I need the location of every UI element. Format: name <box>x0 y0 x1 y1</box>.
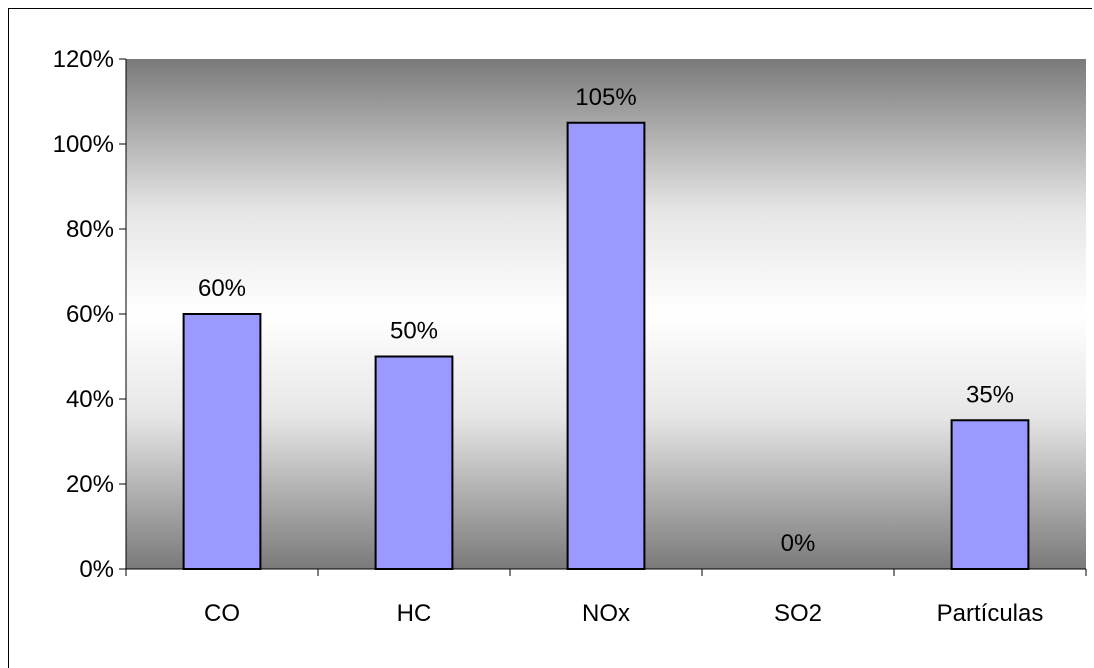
bar-co <box>182 313 262 570</box>
y-tick-label: 60% <box>66 301 114 328</box>
data-label-hc: 50% <box>390 318 438 345</box>
bars <box>182 121 1030 570</box>
y-tick-label: 0% <box>79 556 114 583</box>
data-label-partículas: 35% <box>966 381 1014 408</box>
data-label-co: 60% <box>198 275 246 302</box>
bar-chart: 0% 20% 40% 60% 80% 100% 120% 60% CO 50% HC 105% NOx 0… <box>53 46 1087 627</box>
category-label-nox: NOx <box>582 600 630 627</box>
category-label-hc: HC <box>397 600 432 627</box>
category-label-co: CO <box>204 600 240 627</box>
bar-nox <box>566 121 646 570</box>
y-tick-label: 80% <box>66 216 114 243</box>
bar-hc <box>374 355 454 570</box>
labels: 0% 20% 40% 60% 80% 100% 120% 60% CO 50% HC 105% NOx 0… <box>53 46 1044 627</box>
y-tick-label: 120% <box>53 46 114 73</box>
y-tick-label: 20% <box>66 471 114 498</box>
y-tick-label: 100% <box>53 131 114 158</box>
data-label-nox: 105% <box>575 84 636 111</box>
bar-partículas <box>950 419 1030 570</box>
category-label-so2: SO2 <box>774 600 822 627</box>
y-tick-label: 40% <box>66 386 114 413</box>
data-label-so2: 0% <box>781 530 816 557</box>
category-label-partículas: Partículas <box>937 600 1044 627</box>
